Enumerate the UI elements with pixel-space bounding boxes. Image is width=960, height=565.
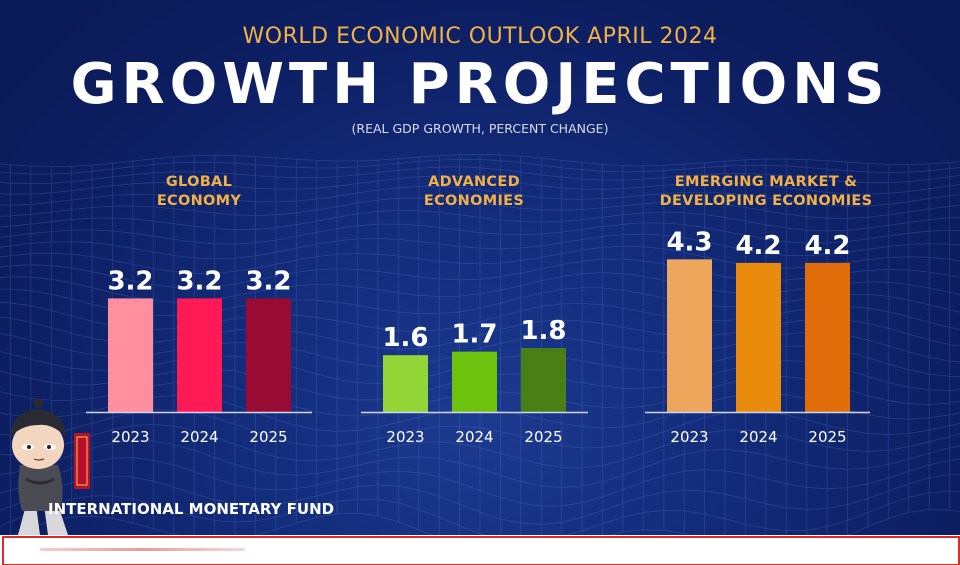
bar	[667, 259, 712, 412]
bar-value-label: 3.2	[176, 266, 222, 296]
panel-title-advanced: ADVANCED ECONOMIES	[369, 173, 579, 211]
organization-name: INTERNATIONAL MONETARY FUND	[48, 500, 335, 518]
chart-subtitle: (REAL GDP GROWTH, PERCENT CHANGE)	[351, 121, 609, 136]
bar-value-label: 4.2	[804, 231, 850, 261]
category-label: 2025	[808, 428, 846, 446]
category-label: 2024	[180, 428, 218, 446]
panel-title-line: ECONOMY	[156, 193, 242, 209]
panel-title-global: GLOBAL ECONOMY	[94, 173, 304, 211]
bar	[108, 298, 153, 412]
category-label: 2024	[739, 428, 777, 446]
bar-value-label: 1.7	[451, 320, 497, 350]
bar	[805, 262, 850, 412]
bar-value-label: 4.3	[666, 227, 712, 257]
bar	[177, 298, 222, 412]
panel-title-line: DEVELOPING ECONOMIES	[659, 193, 873, 209]
panel-title-line: ECONOMIES	[423, 193, 525, 209]
panel-title-line: ADVANCED	[428, 174, 520, 190]
bar-value-label: 1.8	[520, 316, 566, 346]
category-label: 2025	[524, 428, 562, 446]
category-label: 2023	[386, 428, 424, 446]
supertitle: WORLD ECONOMIC OUTLOOK APRIL 2024	[242, 24, 718, 49]
bar	[246, 298, 291, 412]
bar	[521, 348, 566, 412]
bar-value-label: 3.2	[245, 266, 291, 296]
bar-value-label: 3.2	[107, 266, 153, 296]
page-title: GROWTH PROJECTIONS	[70, 52, 890, 117]
bottom-bar	[0, 535, 960, 565]
category-label: 2023	[111, 428, 149, 446]
panel-title-line: EMERGING MARKET &	[674, 174, 858, 190]
bar	[452, 351, 497, 412]
mascot-character-icon	[10, 398, 90, 535]
bar-value-label: 1.6	[382, 323, 428, 353]
panel-title-emerging: EMERGING MARKET & DEVELOPING ECONOMIES	[625, 173, 907, 211]
category-label: 2023	[670, 428, 708, 446]
panel-title-line: GLOBAL	[165, 174, 233, 190]
bar	[736, 262, 781, 412]
category-label: 2024	[455, 428, 493, 446]
bottom-smear	[40, 548, 245, 551]
bar	[383, 355, 428, 412]
bar-value-label: 4.2	[735, 231, 781, 261]
category-label: 2025	[249, 428, 287, 446]
